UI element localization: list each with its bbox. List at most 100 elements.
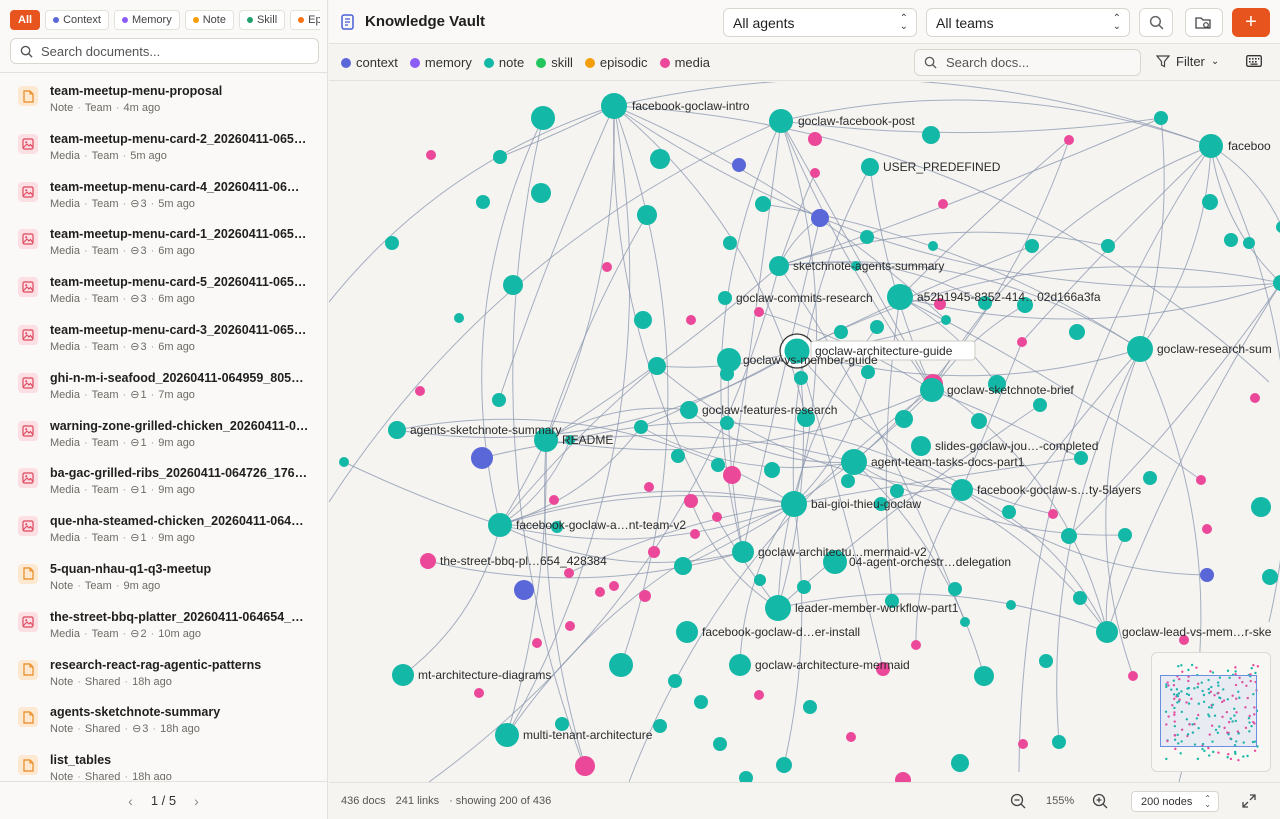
labeled-node[interactable] (732, 541, 754, 563)
media-node[interactable] (895, 772, 911, 782)
note-node[interactable] (803, 700, 817, 714)
document-list-item[interactable]: team-meetup-menu-card-5_20260411-065… Med… (0, 264, 327, 312)
labeled-node[interactable] (601, 93, 627, 119)
note-node[interactable] (764, 462, 780, 478)
filter-chip-note[interactable]: Note (184, 10, 234, 30)
media-node[interactable] (415, 386, 425, 396)
labeled-node[interactable] (717, 348, 741, 372)
note-node[interactable] (755, 196, 771, 212)
document-search[interactable] (10, 38, 319, 64)
filter-chip-skill[interactable]: Skill (238, 10, 286, 30)
note-node[interactable] (565, 435, 575, 445)
note-node[interactable] (870, 320, 884, 334)
labeled-node[interactable] (781, 491, 807, 517)
note-node[interactable] (492, 393, 506, 407)
media-node[interactable] (808, 132, 822, 146)
media-node[interactable] (1250, 393, 1260, 403)
search-button[interactable] (1139, 8, 1173, 37)
legend-item-media[interactable]: media (659, 55, 710, 70)
labeled-node[interactable] (392, 664, 414, 686)
note-node[interactable] (895, 410, 913, 428)
media-node[interactable] (426, 150, 436, 160)
media-node[interactable] (1179, 635, 1189, 645)
note-node[interactable] (1202, 194, 1218, 210)
note-node[interactable] (674, 557, 692, 575)
note-node[interactable] (754, 574, 766, 586)
media-node[interactable] (602, 262, 612, 272)
labeled-node[interactable] (769, 109, 793, 133)
note-node[interactable] (794, 371, 808, 385)
media-node[interactable] (1128, 671, 1138, 681)
legend-item-skill[interactable]: skill (536, 55, 573, 70)
note-node[interactable] (1002, 505, 1016, 519)
note-node[interactable] (861, 365, 875, 379)
note-node[interactable] (1276, 221, 1280, 233)
document-list-item[interactable]: team-meetup-menu-card-1_20260411-065… Med… (0, 216, 327, 264)
note-node[interactable] (974, 666, 994, 686)
labeled-node[interactable] (920, 378, 944, 402)
document-list-item[interactable]: que-nha-steamed-chicken_20260411-064… Med… (0, 503, 327, 551)
zoom-in-icon[interactable] (1092, 793, 1108, 809)
note-node[interactable] (948, 582, 962, 596)
filter-chip-context[interactable]: Context (45, 10, 109, 30)
media-node[interactable] (686, 315, 696, 325)
note-node[interactable] (874, 497, 888, 511)
prev-page-icon[interactable]: ‹ (128, 792, 133, 809)
media-node[interactable] (754, 690, 764, 700)
labeled-node[interactable] (680, 401, 698, 419)
note-node[interactable] (720, 416, 734, 430)
document-list-item[interactable]: team-meetup-menu-card-4_20260411-06… Medi… (0, 169, 327, 217)
note-node[interactable] (1052, 735, 1066, 749)
note-node[interactable] (634, 420, 648, 434)
note-node[interactable] (971, 413, 987, 429)
media-node[interactable] (712, 512, 722, 522)
labeled-node[interactable] (765, 595, 791, 621)
note-node[interactable] (1006, 600, 1016, 610)
labeled-node[interactable] (1199, 134, 1223, 158)
filter-button[interactable]: Filter ⌄ (1156, 54, 1219, 69)
graph-minimap[interactable] (1151, 652, 1271, 772)
note-node[interactable] (1073, 591, 1087, 605)
media-node[interactable] (575, 756, 595, 776)
next-page-icon[interactable]: › (194, 792, 199, 809)
media-node[interactable] (876, 662, 890, 676)
note-node[interactable] (339, 457, 349, 467)
note-node[interactable] (841, 474, 855, 488)
labeled-node[interactable] (841, 449, 867, 475)
knowledge-graph-canvas[interactable]: facebook-goclaw-intro goclaw-facebook-pos… (329, 82, 1280, 782)
note-node[interactable] (797, 409, 815, 427)
media-node[interactable] (648, 546, 660, 558)
media-node[interactable] (549, 495, 559, 505)
note-node[interactable] (1069, 324, 1085, 340)
document-list-item[interactable]: team-meetup-menu-proposal Note · Team · 4m ag… (0, 73, 327, 121)
document-list-item[interactable]: team-meetup-menu-card-3_20260411-065… Med… (0, 312, 327, 360)
labeled-node[interactable] (388, 421, 406, 439)
note-node[interactable] (922, 126, 940, 144)
labeled-node[interactable] (1096, 621, 1118, 643)
document-search-input[interactable] (41, 43, 301, 59)
note-node[interactable] (723, 236, 737, 250)
note-node[interactable] (1251, 497, 1271, 517)
note-node[interactable] (668, 674, 682, 688)
note-node[interactable] (713, 737, 727, 751)
note-node[interactable] (851, 261, 861, 271)
labeled-node[interactable] (676, 621, 698, 643)
note-node[interactable] (960, 617, 970, 627)
media-node[interactable] (810, 168, 820, 178)
filter-chip-episodi[interactable]: Episodi (290, 10, 320, 30)
media-node[interactable] (690, 529, 700, 539)
labeled-node[interactable] (861, 158, 879, 176)
media-node[interactable] (934, 298, 946, 310)
media-node[interactable] (1048, 509, 1058, 519)
context-node[interactable] (732, 158, 746, 172)
media-node[interactable] (754, 307, 764, 317)
teams-select[interactable]: All teams ⌃ ⌄ (926, 8, 1130, 37)
media-node[interactable] (644, 482, 654, 492)
graph-search-input[interactable] (946, 55, 1126, 70)
media-node[interactable] (1017, 337, 1027, 347)
context-node[interactable] (514, 580, 534, 600)
note-node[interactable] (951, 754, 969, 772)
graph-nodes[interactable]: facebook-goclaw-intro goclaw-facebook-pos… (339, 93, 1280, 782)
note-node[interactable] (1101, 239, 1115, 253)
media-node[interactable] (938, 199, 948, 209)
